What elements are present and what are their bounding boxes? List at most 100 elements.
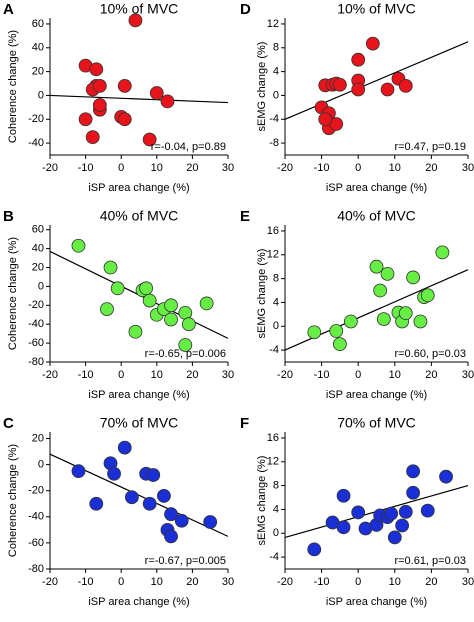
point [413,314,428,329]
panel-title: 40% of MVC [100,208,179,224]
point [128,13,143,28]
y-tick-label: -4 [269,551,279,563]
y-tick-label: 0 [38,459,44,471]
annotation: r=0.60, p=0.03 [394,348,466,360]
point [384,506,399,521]
x-tick-label: -20 [42,369,58,381]
point [398,504,413,519]
point [174,513,189,528]
point [420,503,435,518]
panel-letter: D [240,1,251,18]
panel-title: 10% of MVC [100,1,179,17]
point [439,469,453,484]
point [100,302,114,316]
point [332,337,347,352]
x-axis-label: iSP area change (%) [326,182,427,194]
point [92,79,107,93]
trend-line [49,94,229,104]
x-tick-label: 10 [389,369,401,381]
x-tick-label: -20 [277,369,293,381]
point [343,314,358,329]
panel-letter: B [3,208,14,225]
point [380,266,395,281]
x-tick-label: 0 [118,162,124,174]
y-tick-label: 60 [32,18,44,30]
y-tick-label: -4 [269,113,279,125]
point [351,52,366,67]
panel-title: 10% of MVC [337,1,416,17]
point [164,298,178,313]
y-tick-label: 20 [32,66,44,78]
trend-line [284,41,469,120]
y-tick-label: 0 [38,280,44,292]
y-tick-label: 60 [32,224,44,236]
panel-letter: F [240,415,249,432]
x-tick-label: 30 [222,369,234,381]
x-tick-label: 20 [425,162,437,174]
point [110,281,125,296]
panel-letter: C [3,415,14,432]
x-tick-label: 20 [186,369,198,381]
x-tick-label: 10 [389,162,401,174]
x-tick-label: -10 [314,369,330,381]
y-tick-label: 20 [32,261,44,273]
point [71,464,86,479]
annotation: r=-0.65, p=0.006 [145,348,226,360]
y-tick-label: 0 [273,527,279,539]
x-tick-label: -10 [314,162,330,174]
x-tick-label: 0 [118,369,124,381]
x-axis-label: iSP area change (%) [326,596,427,608]
point [307,542,322,557]
y-tick-label: -4 [269,344,279,356]
point [146,468,161,482]
point [373,283,388,298]
point [92,98,107,112]
y-tick-label: 20 [32,432,44,444]
point [420,288,435,303]
point [336,520,351,535]
y-tick-label: -20 [28,485,44,497]
point [103,260,118,275]
y-tick-label: -40 [28,511,44,523]
y-tick-label: 4 [273,296,279,308]
x-tick-label: 30 [462,576,474,588]
y-tick-label: 8 [273,480,279,492]
point [380,82,395,97]
point [160,94,175,109]
point [117,440,132,455]
point [139,281,154,296]
panel-title: 70% of MVC [100,415,179,431]
y-tick-label: -20 [28,113,44,125]
y-tick-label: 16 [267,432,279,444]
point [387,530,402,545]
point [142,496,157,511]
x-tick-label: -10 [78,576,94,588]
x-tick-label: 30 [222,576,234,588]
point [85,130,100,145]
annotation: r=0.47, p=0.19 [394,141,466,153]
point [142,132,157,147]
x-tick-label: 0 [355,369,361,381]
x-axis-label: iSP area change (%) [88,596,189,608]
point [406,464,421,479]
point [89,496,104,511]
point [406,485,421,500]
panel-letter: E [240,208,250,225]
x-tick-label: -20 [277,576,293,588]
x-tick-label: 20 [425,369,437,381]
x-tick-label: 10 [151,369,163,381]
y-axis-label: sEMG change (%) [256,456,268,546]
y-axis-label: Coherence change (%) [7,444,19,557]
x-tick-label: -20 [42,162,58,174]
x-tick-label: 20 [186,576,198,588]
y-tick-label: 0 [273,320,279,332]
point [117,112,132,127]
point [107,466,121,481]
point [142,293,157,308]
point [78,112,93,127]
point [149,86,164,100]
point [157,489,171,503]
point [164,529,178,544]
y-tick-label: 40 [32,42,44,54]
